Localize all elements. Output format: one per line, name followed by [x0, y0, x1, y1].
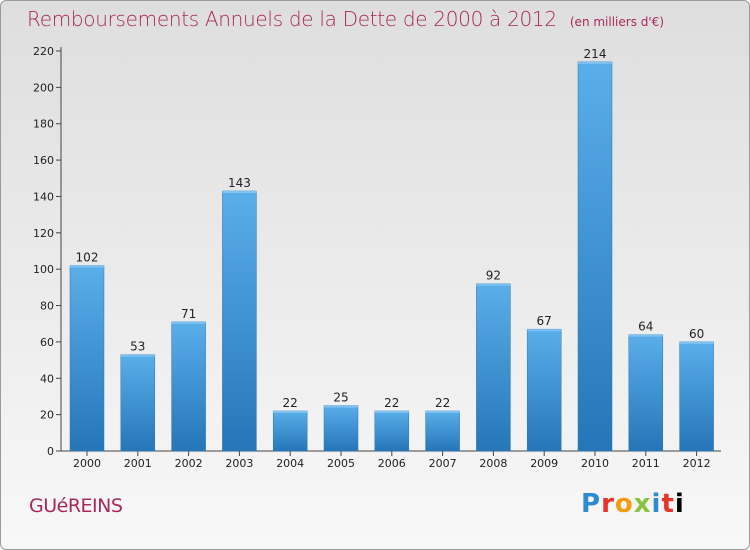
bar-highlight	[120, 354, 155, 357]
bar	[425, 410, 460, 452]
data-label: 214	[584, 47, 607, 61]
logo-letter: x	[633, 489, 652, 519]
y-tick-label: 180	[33, 118, 54, 131]
y-tick-label: 120	[33, 227, 54, 240]
bar-highlight	[171, 321, 206, 324]
data-label: 22	[384, 396, 399, 410]
data-label: 25	[333, 391, 348, 405]
data-label: 60	[689, 327, 704, 341]
y-tick-label: 140	[33, 190, 54, 203]
x-tick-label: 2010	[581, 457, 609, 470]
x-tick-label: 2011	[632, 457, 660, 470]
bar-highlight	[628, 334, 663, 337]
logo-letter: P	[581, 489, 602, 519]
data-label: 67	[537, 314, 552, 328]
x-tick-label: 2005	[327, 457, 355, 470]
proxiti-logo: Proxiti	[581, 489, 685, 519]
x-tick-label: 2003	[225, 457, 253, 470]
x-tick-label: 2009	[530, 457, 558, 470]
bar	[628, 334, 664, 452]
bar	[577, 61, 613, 452]
logo-letter: i	[674, 489, 685, 519]
logo-letter: t	[661, 489, 675, 519]
data-label: 22	[283, 396, 298, 410]
y-tick-label: 60	[40, 336, 54, 349]
data-label: 64	[638, 320, 653, 334]
chart-title: Remboursements Annuels de la Dette de 20…	[27, 7, 664, 31]
x-tick-label: 2008	[479, 457, 507, 470]
data-label: 71	[181, 307, 196, 321]
bar-highlight	[679, 341, 714, 344]
x-tick-label: 2002	[175, 457, 203, 470]
y-tick-label: 40	[40, 372, 54, 385]
bar	[679, 341, 714, 452]
y-tick-label: 20	[40, 409, 54, 422]
bar	[222, 190, 257, 452]
bar-highlight	[476, 283, 511, 286]
bar	[171, 321, 206, 452]
bar-highlight	[70, 265, 104, 268]
chart-unit: (en milliers d'€)	[569, 15, 664, 29]
data-label: 22	[435, 396, 450, 410]
data-label: 53	[130, 340, 145, 354]
x-tick-label: 2007	[429, 457, 457, 470]
bar	[323, 405, 359, 452]
bar	[526, 328, 562, 452]
logo-letter: o	[614, 489, 634, 519]
logo-letter: r	[601, 489, 615, 519]
y-tick-label: 160	[33, 154, 54, 167]
x-tick-label: 2001	[124, 457, 152, 470]
bar	[272, 410, 308, 452]
bar	[374, 410, 410, 452]
x-tick-label: 2012	[683, 457, 711, 470]
bar-highlight	[527, 329, 562, 332]
city-name: GUéREINS	[29, 495, 123, 517]
bar-highlight	[578, 61, 612, 64]
bar-highlight	[425, 411, 460, 413]
logo-letter: i	[651, 489, 662, 519]
x-tick-label: 2000	[73, 457, 101, 470]
bar	[69, 265, 105, 452]
bar-highlight	[324, 405, 358, 408]
x-tick-label: 2004	[276, 457, 304, 470]
y-tick-label: 80	[40, 300, 54, 313]
y-tick-label: 220	[33, 45, 54, 58]
bar	[476, 283, 511, 452]
chart-title-text: Remboursements Annuels de la Dette de 20…	[27, 7, 557, 31]
bar-highlight	[374, 411, 409, 413]
y-tick-label: 100	[33, 263, 54, 276]
y-tick-label: 200	[33, 81, 54, 94]
y-tick-label: 0	[47, 445, 54, 458]
data-label: 92	[486, 269, 501, 283]
data-label: 102	[76, 251, 99, 265]
data-label: 143	[228, 176, 251, 190]
bar	[120, 354, 156, 452]
bar-highlight	[273, 411, 308, 413]
x-tick-label: 2006	[378, 457, 406, 470]
bar-highlight	[222, 191, 257, 193]
